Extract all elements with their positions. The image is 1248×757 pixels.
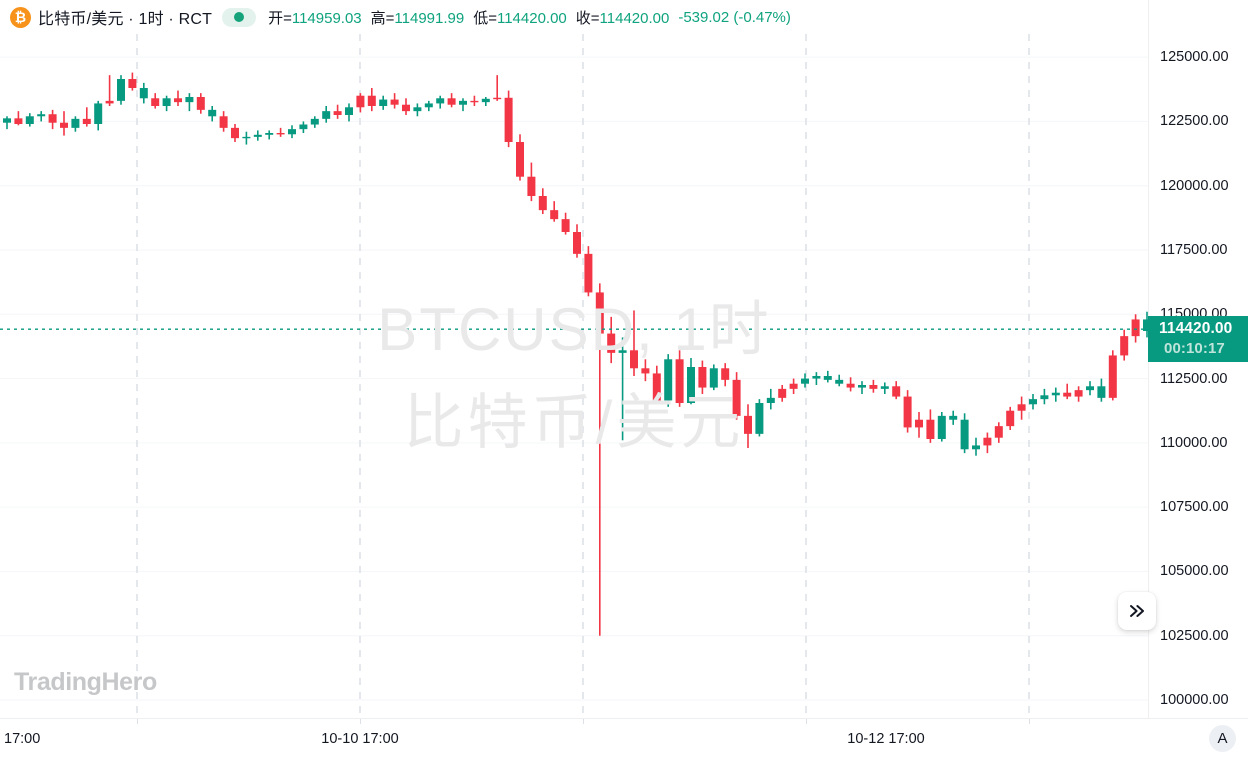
time-axis-separator <box>1029 719 1030 724</box>
time-axis[interactable]: A 17:00 10-10 17:00 10-12 17:00 <box>0 718 1248 757</box>
price-tick: 122500.00 <box>1160 113 1229 130</box>
time-tick: 10-10 17:00 <box>321 731 399 747</box>
double-chevron-right-icon <box>1129 605 1144 617</box>
open-value: 114959.03 <box>291 9 362 27</box>
close-label: 收= <box>575 9 600 27</box>
time-axis-separator <box>137 719 138 724</box>
ohlc-open: 开=114959.03 <box>268 7 362 28</box>
change-value: -539.02 (-0.47%) <box>678 8 791 26</box>
candlestick-canvas <box>0 34 1148 718</box>
current-price-badge: 114420.00 00:10:17 <box>1148 316 1248 363</box>
time-axis-separator <box>806 719 807 724</box>
high-label: 高= <box>370 9 395 27</box>
time-axis-separator <box>360 719 361 724</box>
low-value: 114420.00 <box>496 9 567 27</box>
price-tick: 120000.00 <box>1160 177 1229 194</box>
price-tick: 110000.00 <box>1160 434 1228 451</box>
tradinghero-logo: TradingHero <box>14 668 157 696</box>
time-axis-separator <box>583 719 584 724</box>
ohlc-high: 高=114991.99 <box>371 7 465 28</box>
price-tick: 102500.00 <box>1160 627 1229 644</box>
font-size-button[interactable]: A <box>1209 725 1236 752</box>
chart-plot-area[interactable] <box>0 34 1148 718</box>
low-label: 低= <box>473 9 497 27</box>
current-price-value: 114420.00 <box>1159 320 1233 338</box>
price-axis[interactable]: 125000.00 122500.00 120000.00 117500.00 1150… <box>1148 0 1248 718</box>
price-tick: 112500.00 <box>1160 370 1228 387</box>
price-tick: 107500.00 <box>1160 499 1229 516</box>
price-tick: 125000.00 <box>1160 49 1229 66</box>
open-label: 开= <box>268 9 292 27</box>
chart-legend: ₿ 比特币/美元 · 1时 · RCT 开=114959.03 高=114991… <box>0 0 1248 34</box>
scroll-to-realtime-button[interactable] <box>1118 592 1156 630</box>
status-dot-icon <box>234 12 245 22</box>
time-tick: 10-12 17:00 <box>847 731 925 747</box>
price-tick: 100000.00 <box>1160 692 1229 708</box>
symbol-title[interactable]: 比特币/美元 · 1时 · RCT <box>38 11 213 28</box>
status-badge[interactable] <box>222 7 257 27</box>
high-value: 114991.99 <box>394 9 465 27</box>
time-tick: 17:00 <box>4 731 41 747</box>
bar-countdown: 00:10:17 <box>1164 340 1225 358</box>
price-tick: 105000.00 <box>1160 563 1229 580</box>
bitcoin-icon: ₿ <box>10 6 31 28</box>
ohlc-low: 低=114420.00 <box>473 7 567 28</box>
close-value: 114420.00 <box>599 9 670 27</box>
ohlc-close: 收=114420.00 <box>576 7 670 28</box>
price-tick: 117500.00 <box>1160 242 1228 258</box>
